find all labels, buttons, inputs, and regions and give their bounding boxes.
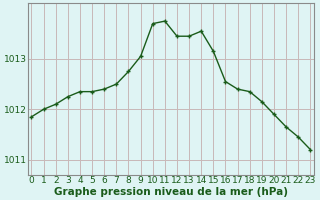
X-axis label: Graphe pression niveau de la mer (hPa): Graphe pression niveau de la mer (hPa) [54,187,288,197]
